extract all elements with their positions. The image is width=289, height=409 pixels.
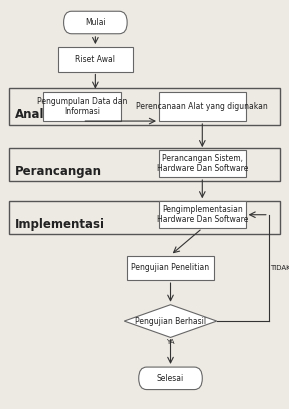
Text: Analisis: Analisis xyxy=(14,108,66,121)
FancyBboxPatch shape xyxy=(159,150,246,177)
FancyBboxPatch shape xyxy=(9,148,280,181)
FancyBboxPatch shape xyxy=(58,47,133,72)
FancyBboxPatch shape xyxy=(159,92,246,121)
Polygon shape xyxy=(124,305,217,337)
Text: Implementasi: Implementasi xyxy=(14,218,104,231)
Text: Riset Awal: Riset Awal xyxy=(75,55,115,64)
Text: Mulai: Mulai xyxy=(85,18,106,27)
Text: Selesai: Selesai xyxy=(157,374,184,383)
Text: Pengujian Berhasil: Pengujian Berhasil xyxy=(135,317,206,326)
FancyBboxPatch shape xyxy=(9,88,280,125)
Text: Pengujian Penelitian: Pengujian Penelitian xyxy=(131,263,210,272)
Text: Perancangan: Perancangan xyxy=(14,164,101,178)
FancyBboxPatch shape xyxy=(9,201,280,234)
Text: Pengumpulan Data dan
Informasi: Pengumpulan Data dan Informasi xyxy=(37,97,127,116)
FancyBboxPatch shape xyxy=(64,11,127,34)
Text: TIDAK: TIDAK xyxy=(270,265,289,271)
Text: Pengimplementasian
Hardware Dan Software: Pengimplementasian Hardware Dan Software xyxy=(157,205,248,225)
FancyBboxPatch shape xyxy=(43,92,121,121)
FancyBboxPatch shape xyxy=(159,201,246,228)
FancyBboxPatch shape xyxy=(139,367,202,389)
Text: YA: YA xyxy=(166,339,175,345)
Text: Perencanaan Alat yang digunakan: Perencanaan Alat yang digunakan xyxy=(136,102,268,111)
FancyBboxPatch shape xyxy=(127,256,214,280)
Text: Perancangan Sistem,
Hardware Dan Software: Perancangan Sistem, Hardware Dan Softwar… xyxy=(157,154,248,173)
